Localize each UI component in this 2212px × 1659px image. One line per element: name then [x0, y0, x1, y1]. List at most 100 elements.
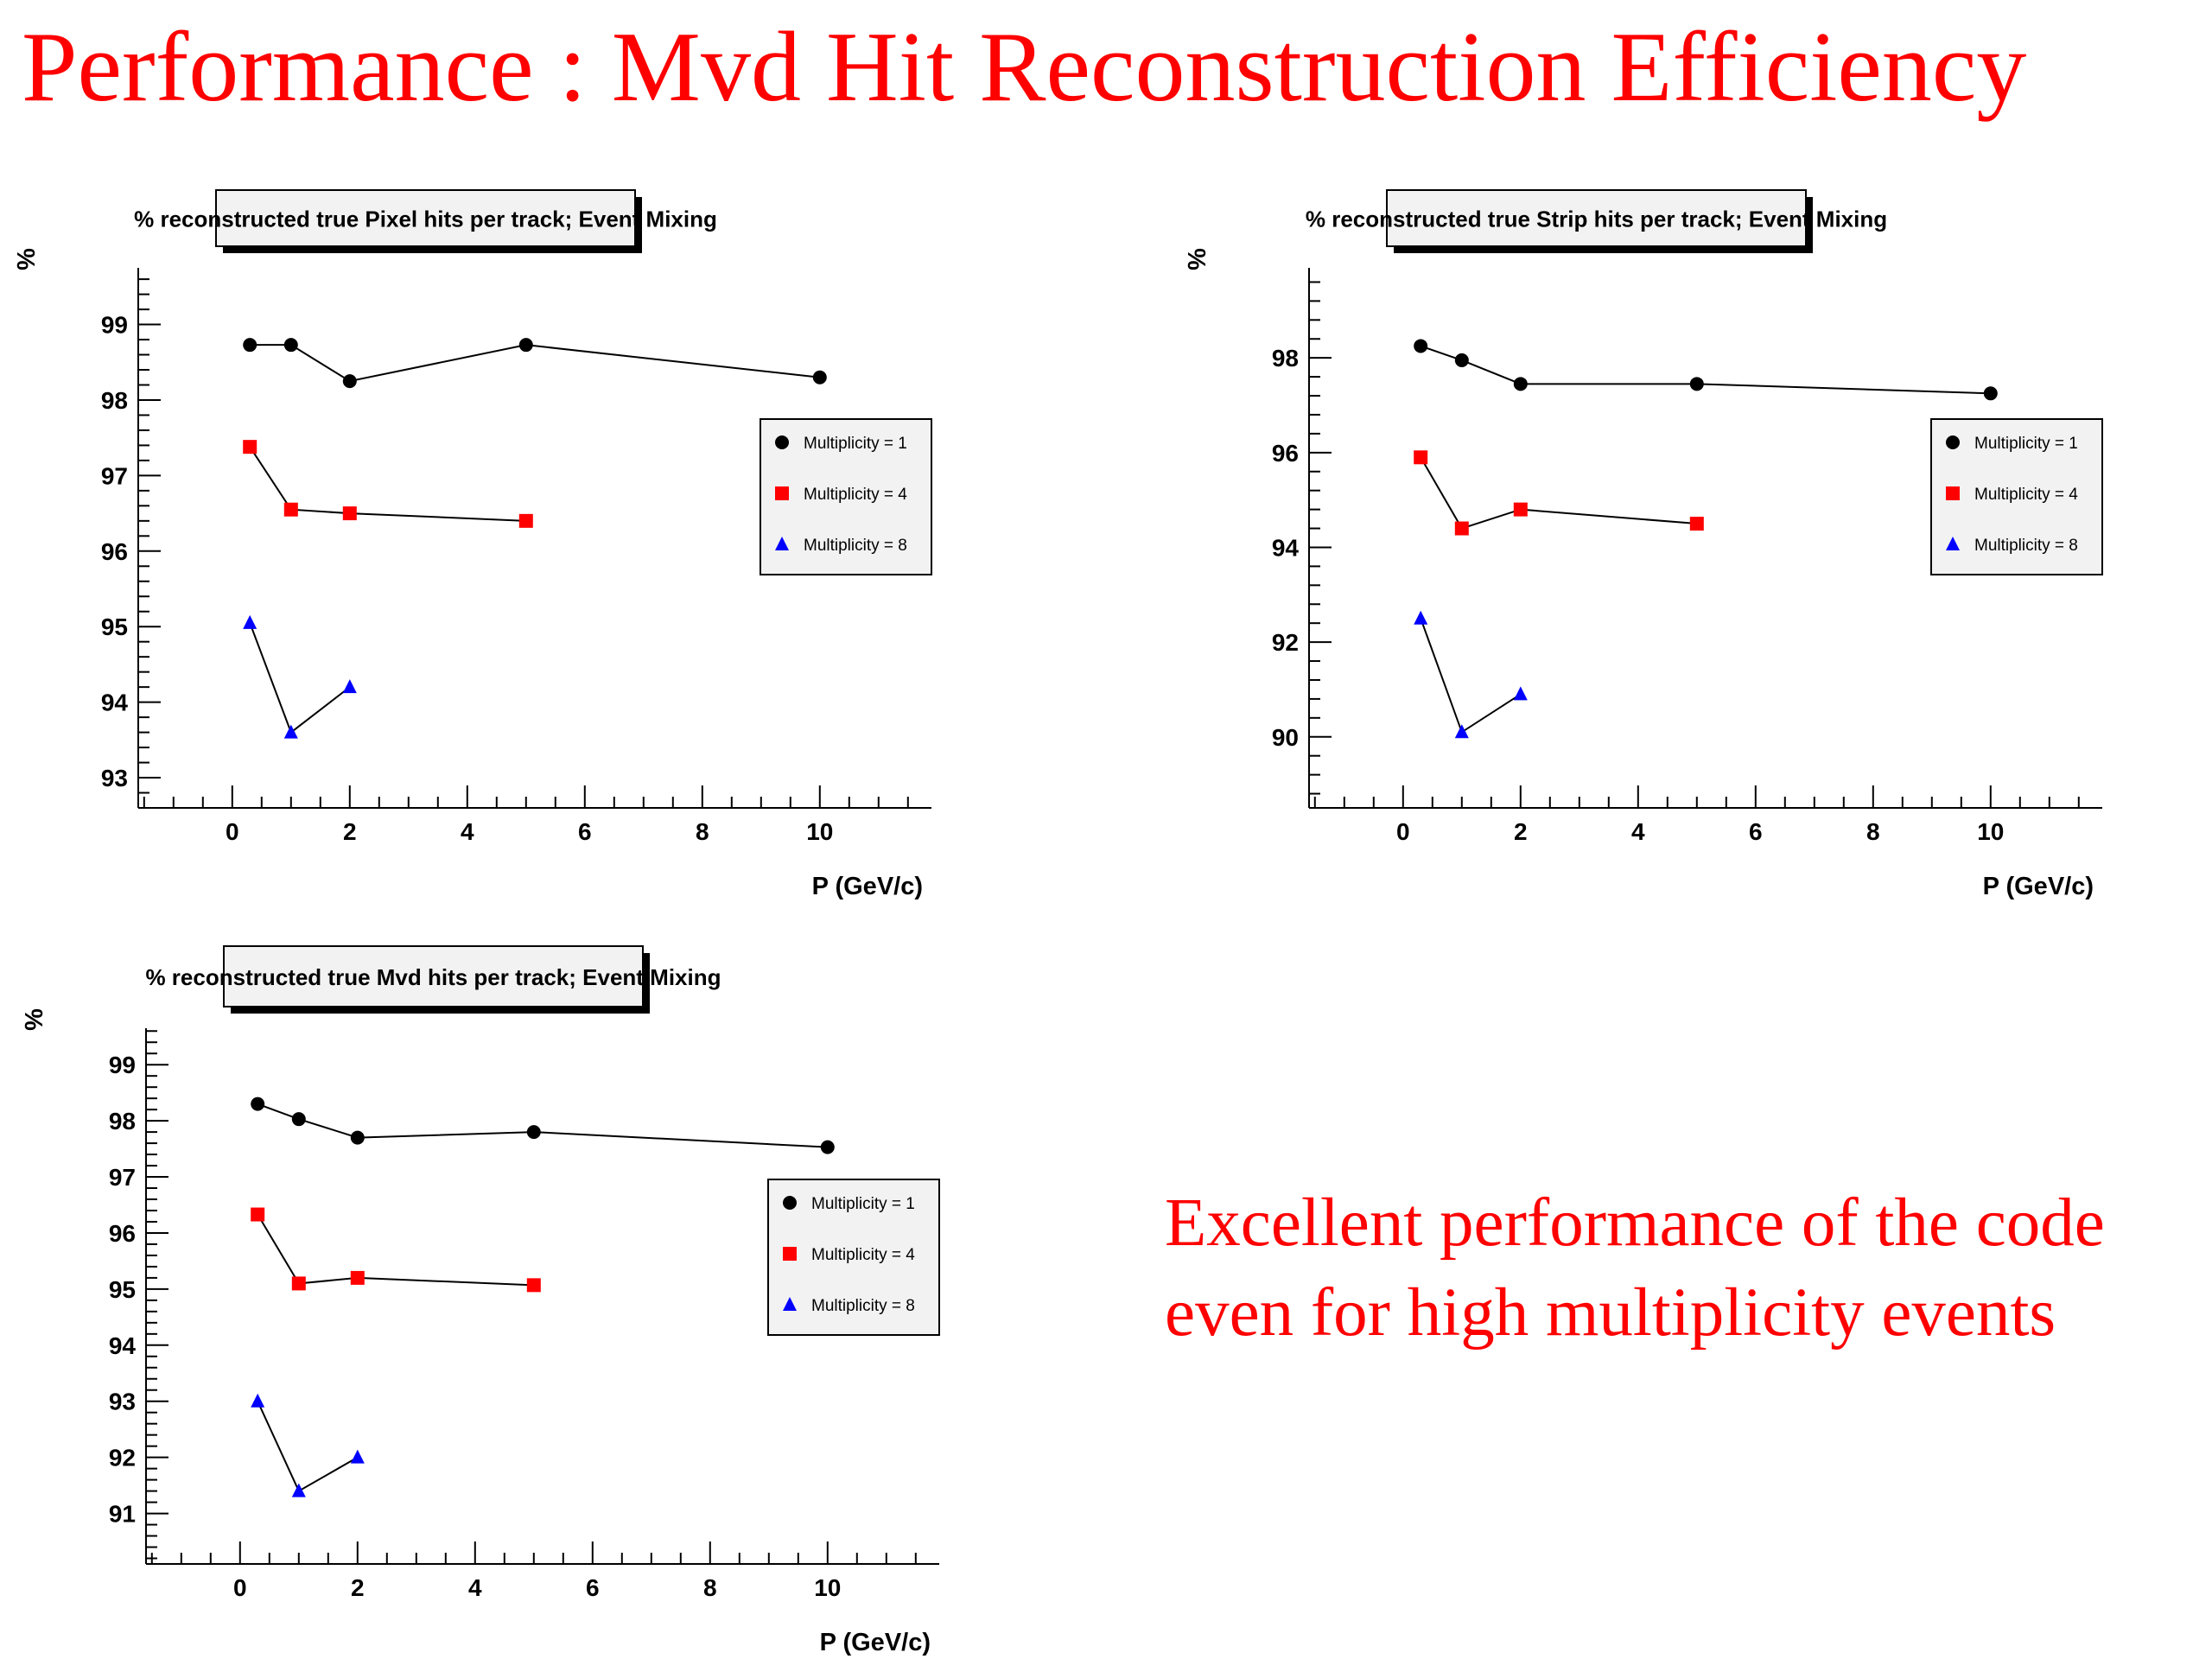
legend-label: Multiplicity = 1 — [804, 435, 907, 453]
x-tick-label: 10 — [1977, 818, 2004, 845]
data-point — [526, 1278, 541, 1293]
x-tick-label: 10 — [806, 818, 833, 845]
y-tick-label: 98 — [1272, 345, 1299, 372]
data-point — [1414, 450, 1428, 465]
legend-marker — [1946, 486, 1960, 500]
x-tick-label: 4 — [461, 818, 474, 845]
data-point — [342, 506, 357, 521]
pixel-efficiency-chart: 93 94 95 96 97 98 99 0 2 4 6 8 10 P (GeV/c)% % reconst… — [13, 189, 932, 900]
x-tick-label: 2 — [351, 1574, 365, 1601]
chart-title: % reconstructed true Pixel hits per trac… — [134, 207, 717, 232]
data-point — [283, 502, 298, 517]
data-point — [526, 1125, 541, 1140]
x-tick-label: 2 — [1514, 818, 1528, 845]
y-axis-title: % — [13, 248, 41, 270]
legend-label: Multiplicity = 4 — [804, 486, 907, 504]
data-point — [243, 614, 257, 629]
conclusion-text: Excellent performance of the code even f… — [1165, 1185, 2105, 1351]
x-tick-label: 0 — [1396, 818, 1410, 845]
data-point — [812, 370, 827, 385]
x-tick-label: 0 — [233, 1574, 247, 1601]
series-line — [249, 622, 351, 734]
legend-label: Multiplicity = 8 — [811, 1297, 915, 1315]
data-point — [1414, 610, 1428, 625]
series-line — [257, 1103, 828, 1148]
data-point — [291, 1112, 306, 1127]
y-tick-label: 90 — [1272, 724, 1299, 751]
y-tick-label: 93 — [109, 1389, 136, 1415]
data-point — [1454, 521, 1469, 536]
x-tick-label: 2 — [343, 818, 357, 845]
y-tick-label: 95 — [109, 1276, 136, 1303]
data-point — [283, 724, 298, 739]
strip-efficiency-chart: 90 92 94 96 98 0 2 4 6 8 10 P (GeV/c)% % reconstruct… — [1184, 189, 2103, 900]
data-point — [1454, 353, 1469, 367]
data-point — [291, 1276, 306, 1291]
legend-marker — [783, 1196, 797, 1210]
legend-marker — [783, 1247, 797, 1261]
title-box — [215, 189, 636, 247]
y-tick-label: 98 — [101, 387, 128, 414]
y-tick-label: 94 — [101, 690, 129, 716]
data-point — [283, 338, 298, 353]
chart-title: % reconstructed true Mvd hits per track;… — [145, 964, 721, 990]
y-tick-label: 98 — [109, 1108, 136, 1135]
data-point — [820, 1140, 835, 1154]
y-tick-label: 97 — [109, 1164, 136, 1191]
legend-label: Multiplicity = 1 — [1974, 435, 2078, 453]
data-point — [251, 1096, 265, 1111]
legend-marker — [1946, 435, 1960, 449]
legend-marker — [775, 435, 789, 449]
slide-title: Performance : Mvd Hit Reconstruction Eff… — [22, 12, 2027, 123]
data-point — [1983, 386, 1998, 401]
y-tick-label: 93 — [101, 765, 128, 791]
y-tick-label: 95 — [101, 613, 128, 640]
x-tick-label: 8 — [703, 1574, 717, 1601]
x-axis-title: P (GeV/c) — [1983, 873, 2094, 900]
chart-title: % reconstructed true Strip hits per trac… — [1306, 207, 1887, 232]
y-axis-title: % — [1184, 248, 1211, 270]
data-point — [243, 338, 257, 353]
x-tick-label: 6 — [578, 818, 592, 845]
legend-label: Multiplicity = 8 — [804, 537, 907, 555]
title-box — [223, 945, 644, 1007]
data-point — [1513, 377, 1528, 391]
x-tick-label: 6 — [586, 1574, 600, 1601]
y-axis-title: % — [21, 1008, 48, 1031]
y-tick-label: 94 — [1272, 534, 1300, 561]
x-tick-label: 4 — [1631, 818, 1645, 845]
y-tick-label: 96 — [109, 1220, 136, 1247]
legend-label: Multiplicity = 1 — [811, 1195, 915, 1213]
data-point — [251, 1207, 265, 1222]
x-tick-label: 4 — [468, 1574, 482, 1601]
series-line — [1420, 456, 1697, 530]
data-point — [342, 374, 357, 389]
legend-marker — [1946, 537, 1960, 550]
series-line — [257, 1214, 534, 1287]
legend-label: Multiplicity = 8 — [1974, 537, 2078, 555]
x-tick-label: 6 — [1749, 818, 1763, 845]
data-point — [342, 679, 357, 694]
y-tick-label: 97 — [101, 462, 128, 489]
y-tick-label: 92 — [1272, 629, 1299, 656]
data-point — [1513, 502, 1528, 517]
series-line — [257, 1401, 359, 1493]
x-tick-label: 8 — [696, 818, 709, 845]
legend-label: Multiplicity = 4 — [1974, 486, 2078, 504]
title-box — [1386, 189, 1807, 247]
y-tick-label: 99 — [101, 312, 128, 339]
data-point — [291, 1483, 306, 1497]
data-point — [1414, 339, 1428, 353]
legend-label: Multiplicity = 4 — [811, 1246, 915, 1264]
x-tick-label: 8 — [1866, 818, 1880, 845]
data-point — [243, 440, 257, 454]
y-tick-label: 92 — [109, 1445, 136, 1471]
x-axis-title: P (GeV/c) — [812, 873, 923, 900]
mvd-efficiency-chart: 91 92 93 94 95 96 97 98 99 0 2 4 6 8 10 P (GeV/c)% % rec… — [21, 945, 940, 1656]
series-line — [250, 344, 820, 383]
legend-marker — [783, 1297, 797, 1311]
series-line — [249, 446, 526, 522]
data-point — [1513, 686, 1528, 701]
data-point — [518, 513, 533, 528]
series-line — [1420, 345, 1991, 395]
